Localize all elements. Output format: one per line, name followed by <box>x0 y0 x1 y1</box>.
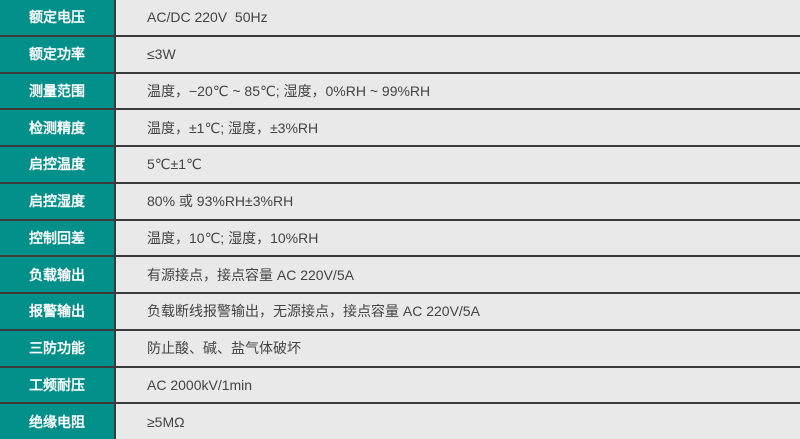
table-row: 检测精度 温度，±1℃; 湿度，±3%RH <box>0 110 800 147</box>
table-row: 负载输出 有源接点，接点容量 AC 220V/5A <box>0 257 800 294</box>
spec-value: 80% 或 93%RH±3%RH <box>116 183 800 219</box>
spec-label: 测量范围 <box>0 73 116 109</box>
spec-value: 温度，±1℃; 湿度，±3%RH <box>116 110 800 145</box>
table-row: 测量范围 温度，−20℃ ~ 85℃; 湿度，0%RH ~ 99%RH <box>0 73 800 111</box>
spec-label: 额定功率 <box>0 36 116 72</box>
table-row: 三防功能 防止酸、碱、盐气体破坏 <box>0 330 800 368</box>
table-row: 启控温度 5℃±1℃ <box>0 147 800 184</box>
table-row: 额定功率 ≤3W <box>0 36 800 74</box>
table-row: 额定电压 AC/DC 220V 50Hz <box>0 0 800 37</box>
spec-value: AC/DC 220V 50Hz <box>116 0 800 35</box>
table-row: 绝缘电阻 ≥5MΩ <box>0 404 800 439</box>
spec-value: 防止酸、碱、盐气体破坏 <box>116 330 800 366</box>
spec-label: 启控温度 <box>0 147 116 182</box>
spec-value: 负载断线报警输出，无源接点，接点容量 AC 220V/5A <box>116 294 800 329</box>
spec-value: ≥5MΩ <box>116 404 800 439</box>
spec-label: 启控湿度 <box>0 183 116 219</box>
spec-value: 温度，−20℃ ~ 85℃; 湿度，0%RH ~ 99%RH <box>116 73 800 109</box>
spec-label: 额定电压 <box>0 0 116 35</box>
spec-value: 5℃±1℃ <box>116 147 800 182</box>
spec-value: AC 2000kV/1min <box>116 367 800 403</box>
spec-label: 控制回差 <box>0 220 116 256</box>
table-row: 工频耐压 AC 2000kV/1min <box>0 367 800 405</box>
spec-label: 工频耐压 <box>0 367 116 403</box>
spec-label: 三防功能 <box>0 330 116 366</box>
spec-label: 负载输出 <box>0 257 116 292</box>
spec-label: 报警输出 <box>0 294 116 329</box>
table-row: 启控湿度 80% 或 93%RH±3%RH <box>0 183 800 221</box>
table-row: 控制回差 温度，10℃; 湿度，10%RH <box>0 220 800 258</box>
spec-value: 有源接点，接点容量 AC 220V/5A <box>116 257 800 292</box>
spec-label: 检测精度 <box>0 110 116 145</box>
spec-value: 温度，10℃; 湿度，10%RH <box>116 220 800 256</box>
spec-value: ≤3W <box>116 36 800 72</box>
table-row: 报警输出 负载断线报警输出，无源接点，接点容量 AC 220V/5A <box>0 294 800 331</box>
spec-label: 绝缘电阻 <box>0 404 116 439</box>
